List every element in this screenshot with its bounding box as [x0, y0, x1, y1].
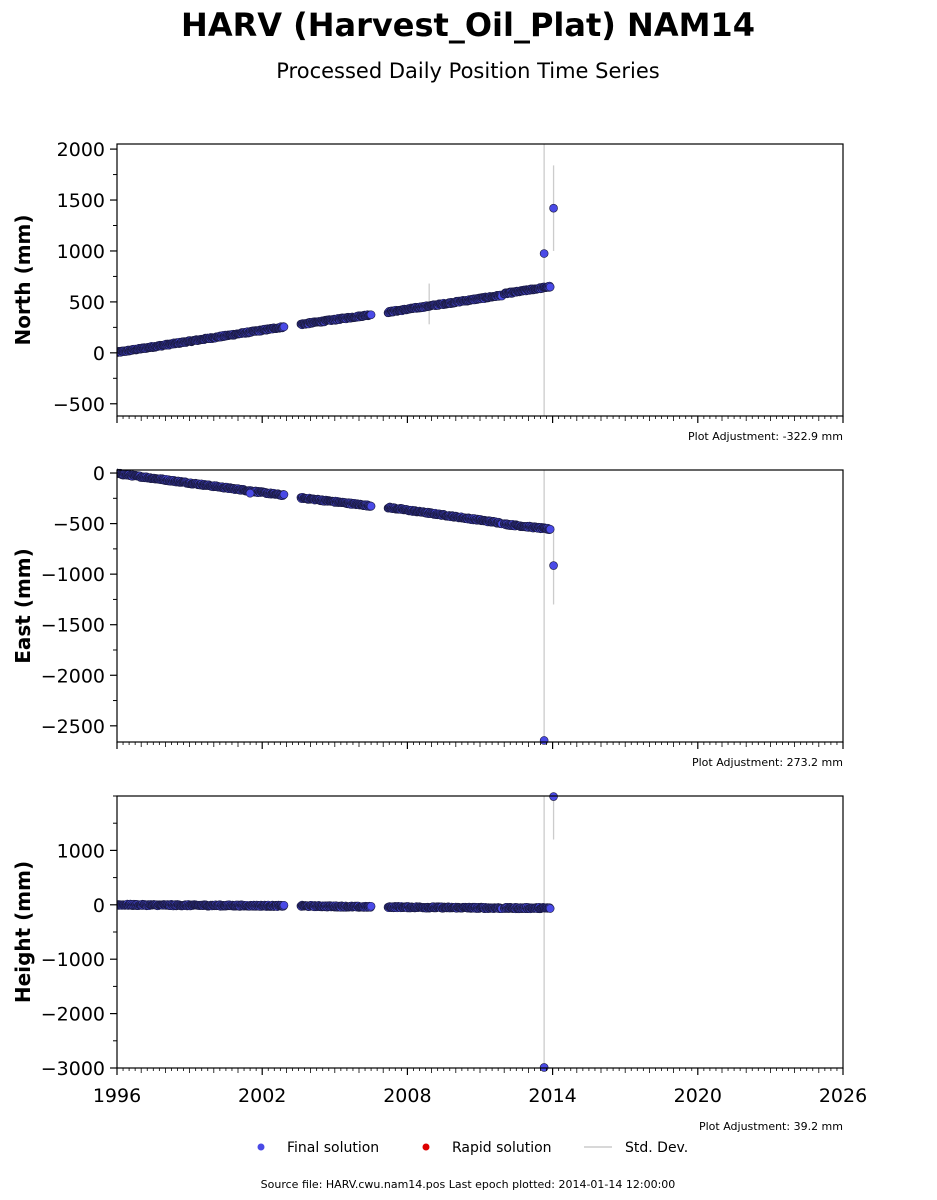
y-tick-label: −500: [53, 394, 105, 416]
legend-item: Rapid solution: [422, 1140, 552, 1156]
x-tick-label: 2008: [383, 1085, 431, 1107]
x-tick-label: 2026: [819, 1085, 867, 1107]
legend-label: Rapid solution: [452, 1140, 552, 1156]
data-point: [366, 901, 376, 911]
data-segment: [296, 492, 376, 511]
plot-area-0: [117, 144, 558, 416]
data-segment: [117, 322, 289, 357]
x-tick-label: 2002: [238, 1085, 286, 1107]
y-tick-label: −3000: [41, 1058, 105, 1080]
plot-adjustment: Plot Adjustment: 39.2 mm: [699, 1120, 843, 1133]
data-segment: [117, 899, 289, 911]
y-tick-label: 0: [93, 343, 105, 365]
source-note: Source file: HARV.cwu.nam14.pos Last epo…: [261, 1178, 676, 1191]
plot-adjustment: Plot Adjustment: 273.2 mm: [692, 756, 843, 769]
data-point: [545, 282, 555, 292]
axes-frame: [116, 795, 844, 1069]
panel-2: −3000 −2000 −1000 0 1000 1996 2002 2008 2014 2020…: [11, 792, 867, 1133]
panels: −500 0 500 1000 1500 2000 North (mm) Plot Adjus…: [11, 139, 867, 1133]
data-point: [279, 900, 289, 910]
data-segment: [296, 310, 376, 330]
legend-marker: [422, 1143, 430, 1151]
data-segment: [296, 900, 376, 912]
outlier-point: [539, 249, 549, 258]
axes-frame: [116, 143, 844, 417]
data-segment: [499, 902, 555, 914]
x-tick-label: 2014: [528, 1085, 576, 1107]
data-point: [545, 904, 555, 913]
plot-area-2: [117, 792, 558, 1072]
data-segment: [383, 290, 507, 318]
y-tick-label: −2500: [41, 716, 105, 738]
data-segment: [117, 468, 289, 501]
legend-label: Final solution: [287, 1140, 379, 1156]
y-tick-label: −2000: [41, 665, 105, 687]
y-tick-label: 0: [93, 895, 105, 917]
data-segment: [499, 281, 555, 299]
axes-frame: [116, 469, 844, 743]
y-tick-label: −1500: [41, 615, 105, 637]
legend-item: Std. Dev.: [584, 1140, 688, 1156]
x-tick-label: 2020: [674, 1085, 722, 1107]
chart-subtitle: Processed Daily Position Time Series: [276, 59, 660, 83]
data-segment: [499, 519, 555, 534]
y-tick-label: −1000: [41, 564, 105, 586]
data-point: [279, 322, 289, 332]
y-tick-label: −2000: [41, 1004, 105, 1026]
outlier-point: [549, 203, 558, 213]
x-tick-label: 1996: [93, 1085, 141, 1107]
data-point: [366, 310, 376, 320]
y-tick-label: 1500: [57, 190, 105, 212]
panel-1: −2500 −2000 −1500 −1000 −500 0 East (mm) Plot A…: [11, 463, 844, 769]
data-point: [279, 490, 289, 499]
y-tick-label: 1000: [57, 840, 105, 862]
data-segment: [383, 902, 507, 914]
panel-0: −500 0 500 1000 1500 2000 North (mm) Plot Adjus…: [11, 139, 844, 443]
legend: Final solution Rapid solution Std. Dev.: [257, 1140, 688, 1156]
y-tick-label: −500: [53, 514, 105, 536]
outlier-point: [245, 488, 255, 498]
y-tick-label: −1000: [41, 949, 105, 971]
chart-title: HARV (Harvest_Oil_Plat) NAM14: [181, 6, 755, 44]
legend-marker: [257, 1143, 265, 1151]
y-tick-label: 1000: [57, 241, 105, 263]
data-point: [366, 501, 376, 511]
y-axis-label: North (mm): [11, 214, 35, 345]
y-tick-label: 500: [69, 292, 105, 314]
legend-item: Final solution: [257, 1140, 379, 1156]
data-segment: [383, 502, 507, 529]
data-point: [545, 524, 555, 534]
y-axis-label: East (mm): [11, 548, 35, 664]
plot-adjustment: Plot Adjustment: -322.9 mm: [688, 430, 843, 443]
legend-label: Std. Dev.: [625, 1140, 688, 1156]
plot-area-1: [117, 468, 558, 745]
y-tick-label: 0: [93, 463, 105, 485]
y-tick-label: 2000: [57, 139, 105, 161]
outlier-point: [549, 561, 558, 570]
y-axis-label: Height (mm): [11, 861, 35, 1003]
